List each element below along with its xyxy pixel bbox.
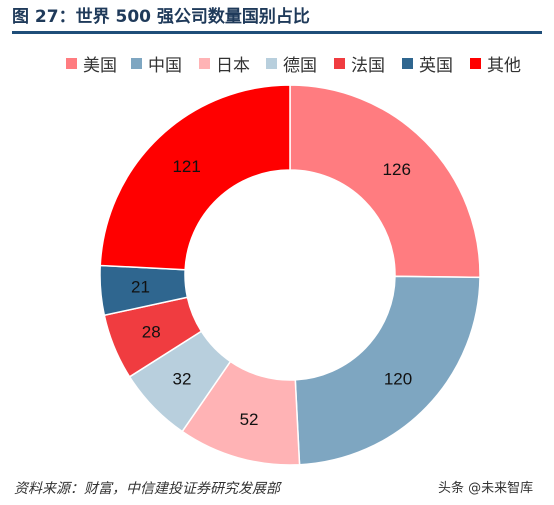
legend-item-germany: 德国 [266,50,317,76]
legend-swatch [266,57,277,69]
slice-value-label-japan: 52 [240,410,259,429]
legend-swatch [470,57,481,69]
legend-item-japan: 日本 [199,50,250,76]
legend-swatch [66,57,77,69]
legend-label: 日本 [216,55,250,76]
legend-label: 德国 [283,55,317,76]
donut-chart: 126 120 52 32 28 21 121 [99,84,481,466]
slice-value-label-china: 120 [384,370,412,389]
donut-slice-other [99,84,291,271]
title-divider [12,31,542,34]
legend-item-usa: 美国 [66,50,117,76]
legend-label: 美国 [83,55,117,76]
legend-label: 其他 [487,55,521,76]
legend-item-uk: 英国 [402,50,453,76]
legend-label: 英国 [419,55,453,76]
legend-swatch [334,57,345,69]
chart-legend: 美国 中国 日本 德国 法国 英国 其他 [0,50,554,76]
legend-item-france: 法国 [334,50,385,76]
donut-slice-usa [289,84,481,279]
slice-value-label-france: 28 [142,322,161,341]
legend-label: 中国 [148,55,182,76]
slice-value-label-uk: 21 [131,278,150,297]
legend-swatch [199,57,210,69]
legend-swatch [131,57,142,69]
donut-slice-china [294,275,481,466]
slice-value-label-usa: 126 [383,160,411,179]
legend-swatch [402,57,413,69]
source-note: 资料来源：财富，中信建投证券研究发展部 [14,481,280,497]
watermark: 头条 @未来智库 [438,481,534,496]
legend-item-china: 中国 [131,50,182,76]
legend-label: 法国 [351,55,385,76]
slice-value-label-other: 121 [172,157,200,176]
slice-value-label-germany: 32 [172,370,191,389]
legend-item-other: 其他 [470,50,521,76]
chart-title: 图 27：世界 500 强公司数量国别占比 [12,7,310,27]
